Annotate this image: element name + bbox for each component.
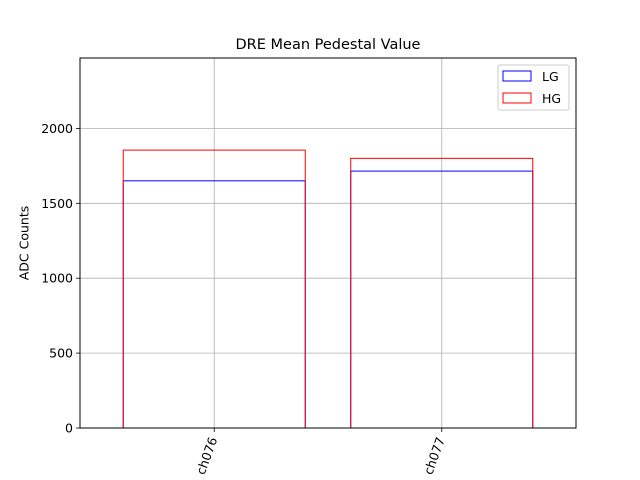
x-axis-ticks: ch076 ch077 [193, 428, 448, 477]
legend-box [497, 64, 570, 111]
y-axis-ticks: 0 500 1000 1500 2000 [41, 121, 80, 436]
x-tick-label: ch077 [421, 435, 448, 476]
y-tick-label: 0 [65, 421, 73, 436]
x-tick-label: ch076 [193, 435, 220, 476]
y-tick-label: 2000 [41, 121, 73, 136]
bars [122, 149, 534, 429]
legend-swatch-lg [502, 70, 532, 82]
y-tick-label: 1500 [41, 196, 73, 211]
chart-title: DRE Mean Pedestal Value [236, 37, 421, 53]
y-tick-label: 500 [49, 346, 73, 361]
legend-swatch-hg [502, 92, 532, 104]
y-axis-label: ADC Counts [17, 206, 32, 281]
legend-label-hg: HG [542, 91, 561, 106]
legend: LG HG [497, 64, 570, 111]
legend-label-lg: LG [542, 69, 559, 84]
grid-lines [80, 58, 576, 429]
y-tick-label: 1000 [41, 271, 73, 286]
plot-frame [79, 57, 577, 429]
